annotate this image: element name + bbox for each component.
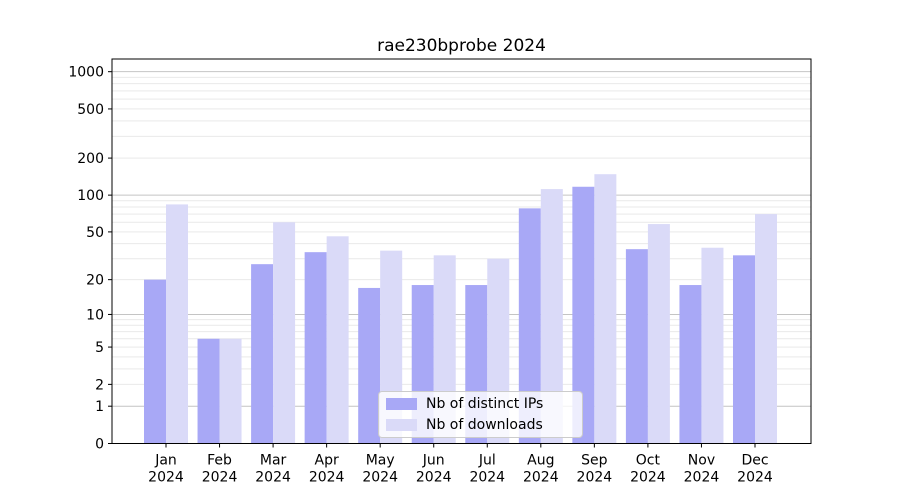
x-tick-label-month: Nov: [688, 453, 715, 469]
bar-distinct-ips-aug: [518, 208, 541, 444]
x-tick-label-year: 2024: [362, 470, 398, 486]
y-tick-label: 2: [95, 377, 104, 393]
x-tick-label-month: Jul: [478, 453, 496, 469]
bar-downloads-jan: [166, 204, 188, 444]
bar-distinct-ips-jan: [144, 279, 166, 444]
x-tick-label-year: 2024: [577, 470, 613, 486]
x-tick-label-month: Jun: [422, 453, 445, 469]
x-tick-label-month: Feb: [207, 453, 232, 469]
x-tick-label-year: 2024: [737, 470, 773, 486]
x-tick-label-month: Aug: [527, 453, 554, 469]
x-tick-label-month: Sep: [581, 453, 608, 469]
y-tick-label: 0: [95, 437, 104, 453]
x-tick-label-year: 2024: [148, 470, 184, 486]
y-tick-label: 5: [95, 340, 104, 356]
bar-distinct-ips-sep: [572, 186, 595, 444]
x-tick-label-year: 2024: [630, 470, 666, 486]
bar-distinct-ips-feb: [197, 338, 220, 444]
x-tick-label-year: 2024: [202, 470, 238, 486]
chart-title: rae230bprobe 2024: [377, 36, 546, 56]
x-tick-label-month: Oct: [636, 453, 661, 469]
x-tick-label-month: Dec: [741, 453, 768, 469]
legend-label-distinct-ips: Nb of distinct IPs: [426, 395, 544, 412]
bar-downloads-oct: [647, 224, 670, 444]
bar-distinct-ips-nov: [679, 285, 702, 444]
legend-item-downloads: Nb of downloads: [386, 416, 582, 435]
x-tick-label-year: 2024: [469, 470, 505, 486]
bar-distinct-ips-oct: [625, 249, 648, 444]
bar-distinct-ips-mar: [251, 264, 274, 444]
bar-distinct-ips-apr: [304, 252, 327, 444]
y-tick-label: 200: [77, 151, 104, 167]
legend-item-distinct-ips: Nb of distinct IPs: [386, 394, 582, 413]
bar-downloads-nov: [701, 247, 724, 444]
bar-downloads-apr: [326, 236, 349, 444]
plot-border: [111, 58, 812, 444]
legend: Nb of distinct IPs Nb of downloads: [378, 391, 583, 438]
legend-swatch-downloads: [386, 419, 417, 432]
y-tick-label: 10: [86, 307, 104, 323]
x-tick-label-year: 2024: [684, 470, 720, 486]
x-tick-label-year: 2024: [523, 470, 559, 486]
y-tick-label: 50: [86, 225, 104, 241]
y-tick-label: 500: [77, 102, 104, 118]
x-tick-label-year: 2024: [416, 470, 452, 486]
x-tick-label-month: Mar: [260, 453, 287, 469]
y-tick-label: 20: [86, 273, 104, 289]
x-tick-label-month: May: [366, 453, 395, 469]
legend-swatch-distinct-ips: [386, 397, 417, 410]
x-tick-label-month: Jan: [154, 453, 177, 469]
legend-label-downloads: Nb of downloads: [426, 417, 543, 434]
bar-distinct-ips-may: [358, 287, 381, 444]
bar-downloads-dec: [754, 214, 777, 444]
bar-distinct-ips-dec: [732, 255, 755, 444]
bar-downloads-aug: [540, 189, 563, 444]
bar-downloads-feb: [219, 338, 242, 444]
y-tick-label: 1000: [68, 65, 104, 81]
x-tick-label-year: 2024: [309, 470, 345, 486]
bar-downloads-sep: [594, 174, 617, 444]
x-tick-label-year: 2024: [255, 470, 291, 486]
bar-downloads-mar: [273, 222, 296, 444]
y-tick-label: 100: [77, 188, 104, 204]
y-tick-label: 1: [95, 399, 104, 415]
x-tick-label-month: Apr: [315, 453, 339, 469]
